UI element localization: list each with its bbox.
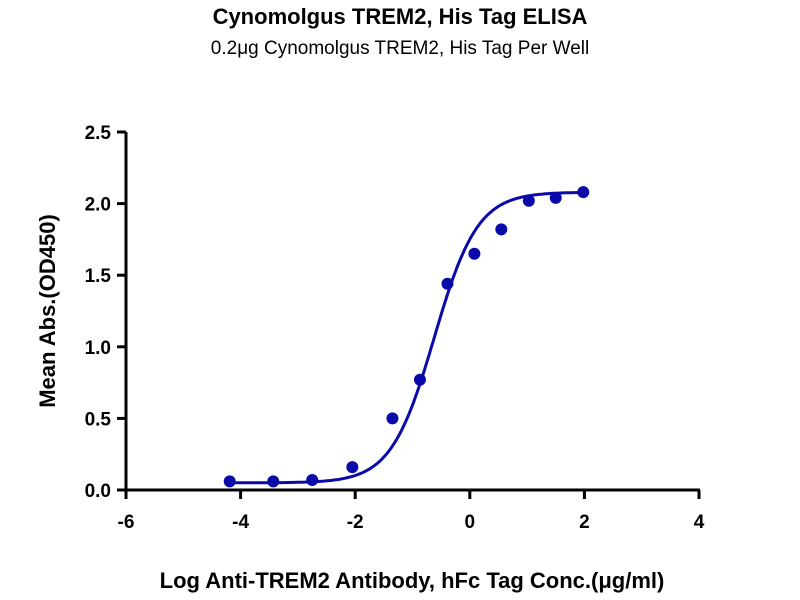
x-tick-label: -6	[118, 512, 135, 533]
x-tick-label: 0	[465, 512, 476, 533]
y-tick-label: 2.0	[85, 195, 111, 216]
y-tick-label: 1.5	[85, 266, 112, 287]
data-point	[306, 473, 319, 486]
y-tick-label: 2.5	[85, 123, 112, 144]
data-point	[386, 412, 399, 425]
y-tick-label: 1.0	[85, 338, 111, 359]
data-point	[495, 223, 508, 236]
y-axis-label: Mean Abs.(OD450)	[35, 214, 60, 408]
data-point	[413, 373, 426, 386]
x-tick-label: 2	[579, 512, 590, 533]
data-point	[441, 277, 454, 290]
y-tick-label: 0.5	[85, 409, 112, 430]
data-point	[577, 186, 590, 199]
fit-curve	[229, 190, 584, 485]
data-point	[549, 191, 562, 204]
data-point	[468, 247, 481, 260]
chart-subtitle: 0.2μg Cynomolgus TREM2, His Tag Per Well	[210, 38, 590, 59]
data-point	[267, 475, 280, 488]
data-point	[346, 461, 359, 474]
chart-title: Cynomolgus TREM2, His Tag ELISA	[212, 4, 588, 29]
x-tick-label: -4	[232, 512, 249, 533]
x-tick-label: -2	[347, 512, 364, 533]
x-axis-label: Log Anti-TREM2 Antibody, hFc Tag Conc.(μ…	[160, 568, 665, 593]
data-point	[522, 194, 535, 207]
y-tick-label: 0.0	[85, 481, 111, 502]
x-tick-label: 4	[694, 512, 705, 533]
data-point	[223, 475, 236, 488]
